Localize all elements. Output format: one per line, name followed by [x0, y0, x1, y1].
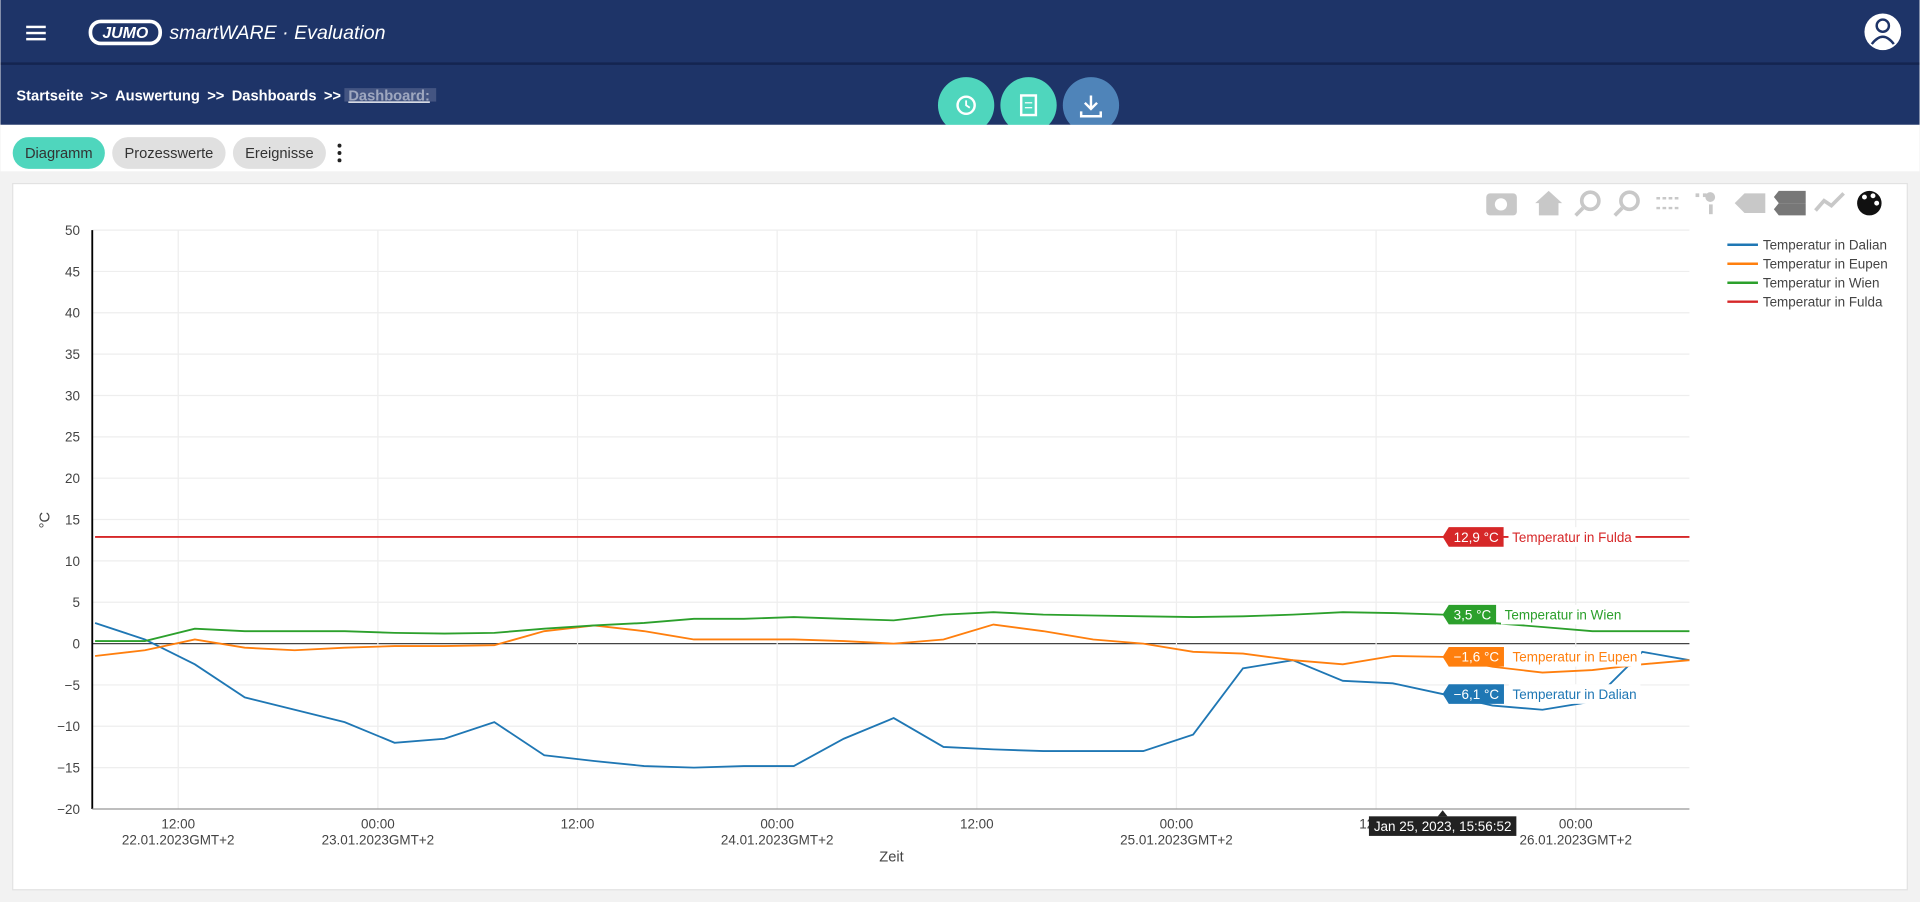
y-tick-label: 15 — [65, 512, 80, 527]
app-title: smartWARE · Evaluation — [169, 22, 385, 44]
breadcrumb-separator: >> — [207, 88, 224, 104]
line-mode-icon[interactable] — [1814, 192, 1845, 212]
more-button[interactable] — [337, 143, 342, 163]
hover-tag — [1442, 647, 1504, 667]
zoom-out-icon[interactable] — [1613, 190, 1640, 217]
tab[interactable] — [232, 137, 326, 169]
x-tick-label: 12:00 — [960, 817, 994, 832]
hover-tag — [1442, 604, 1497, 625]
breadcrumb[interactable]: Startseite — [16, 88, 83, 104]
hover-series-name: Temperatur in Eupen — [1513, 650, 1638, 665]
hover-x-pointer — [1437, 810, 1448, 817]
y-tick-label: 30 — [65, 388, 80, 403]
hover-value-label: −1,6 °C — [1454, 650, 1500, 665]
y-tick-label: 5 — [73, 595, 80, 610]
hover-x-box — [1368, 816, 1517, 836]
y-tick-label: 40 — [65, 306, 80, 321]
history-button[interactable] — [937, 77, 995, 134]
hover-value-label: 12,9 °C — [1454, 530, 1499, 545]
plot: −20 −15 −10 −5 0 5 10 15 20 25 30 35 40 45 50 12:00 22.0… — [57, 223, 1888, 847]
hover-value-label: 3,5 °C — [1454, 608, 1492, 623]
y-tick-label: 45 — [65, 264, 80, 279]
hover-value-label: −6,1 °C — [1454, 687, 1500, 702]
tab-label: Ereignisse — [245, 146, 314, 162]
x-tick-label: 00:00 26.01.2023GMT+2 — [1519, 817, 1632, 848]
download-button[interactable] — [1062, 77, 1120, 134]
tab[interactable] — [112, 137, 226, 169]
y-tick-label: −15 — [57, 761, 80, 776]
hover-series-name: Temperatur in Wien — [1505, 608, 1622, 623]
x-tick-label: 00:00 23.01.2023GMT+2 — [322, 817, 435, 848]
legend-label[interactable]: Temperatur in Fulda — [1763, 295, 1883, 310]
series-line — [94, 623, 1690, 674]
y-tick-label: −10 — [57, 719, 80, 734]
chart-toolbar — [1486, 190, 1882, 217]
blurred-dashboard-name — [344, 88, 437, 102]
x-axis-label: Zeit — [879, 850, 903, 866]
legend-label[interactable]: Temperatur in Wien — [1763, 276, 1880, 291]
home-icon[interactable] — [1535, 190, 1563, 216]
y-tick-label: 20 — [65, 471, 80, 486]
x-tick-label: 00:00 24.01.2023GMT+2 — [721, 817, 834, 848]
tab-label: Diagramm — [25, 146, 93, 162]
breadcrumb-separator: >> — [324, 88, 341, 104]
series-line — [95, 611, 1690, 642]
x-tick-label: 12:00 — [561, 817, 595, 832]
x-tick-label: 00:00 25.01.2023GMT+2 — [1120, 817, 1233, 848]
menu-button[interactable] — [26, 25, 46, 41]
hover-name-bg — [1508, 647, 1642, 667]
y-tick-label: −5 — [65, 678, 80, 693]
breadcrumb-separator: >> — [91, 88, 108, 104]
logo: JUMO — [102, 25, 149, 42]
hover-x-label: Jan 25, 2023, 15:56:52 — [1374, 819, 1512, 834]
y-tick-label: 35 — [65, 347, 80, 362]
pan-icon[interactable] — [1656, 197, 1681, 210]
palette-icon[interactable] — [1857, 190, 1882, 216]
legend-label[interactable]: Temperatur in Dalian — [1763, 238, 1887, 253]
hover-tag — [1442, 684, 1504, 704]
legend-label[interactable]: Temperatur in Eupen — [1763, 257, 1888, 272]
tab[interactable] — [12, 137, 105, 169]
hover-name-bg — [1501, 604, 1625, 625]
user-button[interactable] — [1864, 13, 1902, 51]
camera-icon[interactable] — [1486, 193, 1517, 216]
tabs: Diagramm Prozesswerte Ereignisse — [12, 137, 326, 169]
hover-name-bg — [1508, 527, 1636, 547]
y-axis-label: °C — [37, 512, 53, 529]
tab-label: Prozesswerte — [124, 146, 213, 162]
logo-inner — [92, 23, 159, 42]
hover-series-name: Temperatur in Dalian — [1513, 687, 1637, 702]
y-tick-label: 50 — [65, 223, 80, 238]
hover-closest-icon[interactable] — [1734, 193, 1766, 213]
y-tick-label: 10 — [65, 554, 80, 569]
breadcrumb[interactable]: Auswertung — [115, 88, 200, 104]
series-line — [94, 622, 1690, 769]
x-tick-label: 12:00 22.01.2023GMT+2 — [122, 817, 235, 848]
spike-icon[interactable] — [1695, 192, 1716, 215]
y-tick-label: 0 — [73, 636, 80, 651]
hover-tag — [1442, 527, 1504, 547]
report-button[interactable] — [1000, 77, 1057, 134]
zoom-in-icon[interactable] — [1574, 190, 1601, 217]
breadcrumb[interactable]: Dashboards — [232, 88, 317, 104]
hover-series-name: Temperatur in Fulda — [1512, 530, 1632, 545]
y-tick-label: −20 — [57, 802, 80, 817]
hover-compare-icon[interactable] — [1773, 190, 1806, 216]
hover-name-bg — [1508, 684, 1641, 704]
y-tick-label: 25 — [65, 430, 80, 445]
